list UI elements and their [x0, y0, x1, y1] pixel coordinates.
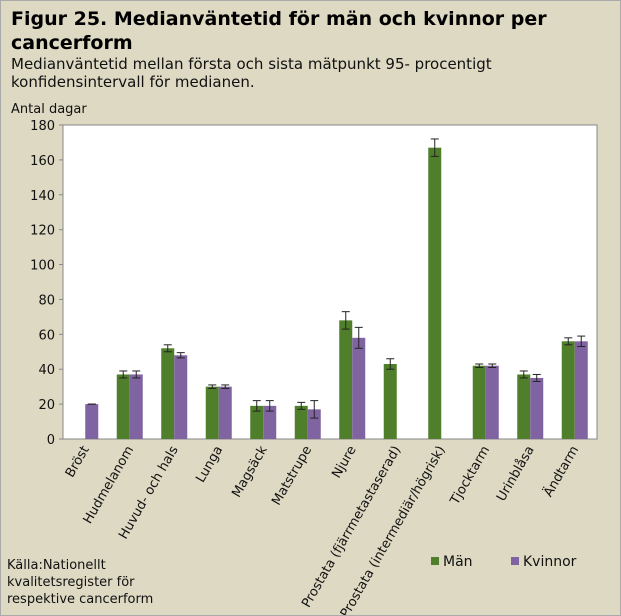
error-bar: [119, 370, 128, 379]
legend-swatch: [511, 557, 519, 565]
bar: [250, 405, 264, 439]
y-tick-label: 100: [30, 259, 55, 274]
bar: [428, 147, 442, 439]
bar: [574, 341, 588, 439]
x-tick-label: Lunga: [193, 444, 226, 486]
error-bar: [488, 363, 497, 368]
bar: [129, 374, 143, 439]
x-tick-label: Bröst: [63, 444, 93, 481]
error-bar: [132, 370, 141, 379]
legend-swatch: [431, 557, 439, 565]
y-tick-label: 160: [30, 154, 55, 169]
error-bar: [341, 311, 350, 330]
bar: [485, 365, 499, 439]
error-bar: [354, 326, 363, 349]
error-bar: [252, 400, 261, 412]
y-tick-label: 80: [38, 293, 55, 308]
error-bar: [163, 344, 172, 353]
error-bar: [430, 138, 439, 157]
bar: [263, 405, 277, 439]
chart-subtitle: Medianväntetid mellan första och sista m…: [11, 55, 492, 91]
error-bar: [208, 384, 217, 389]
x-tick-label: Urinblåsa: [494, 444, 538, 505]
bar: [339, 320, 353, 439]
source-note: Källa:Nationellt kvalitetsregister för r…: [7, 558, 154, 607]
x-tick-label: Tjocktarm: [447, 444, 493, 509]
y-tick-label: 140: [30, 189, 55, 204]
bar: [472, 365, 486, 439]
bar: [517, 374, 531, 439]
error-bar: [221, 384, 230, 389]
x-tick-label: Njure: [329, 444, 359, 481]
bar: [294, 405, 308, 439]
bar: [218, 386, 232, 439]
error-bar: [310, 400, 319, 419]
x-tick-label: Matstrupe: [269, 443, 315, 508]
y-tick-label: 40: [38, 363, 55, 378]
bar: [561, 341, 575, 439]
error-bar: [577, 335, 586, 348]
bar: [161, 348, 175, 439]
error-bar: [176, 352, 185, 359]
bar: [205, 386, 219, 439]
error-bar: [297, 401, 306, 410]
bar: [307, 409, 321, 439]
y-tick-label: 20: [38, 398, 55, 413]
legend-label: Män: [443, 554, 473, 570]
chart-title: Figur 25. Medianväntetid för män och kvi…: [11, 8, 547, 54]
error-bar: [475, 363, 484, 368]
y-axis-label: Antal dagar: [11, 102, 87, 117]
plot-area: [62, 124, 598, 440]
error-bar: [519, 370, 528, 379]
legend-label: Kvinnor: [523, 554, 577, 570]
bar: [352, 337, 366, 439]
x-tick-label: Magsäck: [229, 443, 271, 500]
bar: [383, 363, 397, 439]
y-tick-label: 120: [30, 224, 55, 239]
error-bar: [386, 358, 395, 370]
x-tick-label: Ändtarm: [540, 443, 582, 500]
bar: [174, 355, 188, 439]
y-tick-label: 60: [38, 328, 55, 343]
bar: [85, 404, 99, 439]
y-tick-label: 0: [47, 433, 55, 448]
bar: [530, 377, 544, 439]
error-bar: [265, 400, 274, 412]
bar: [116, 374, 130, 439]
y-tick-label: 180: [30, 119, 55, 134]
error-bar: [564, 337, 573, 346]
error-bar: [532, 373, 541, 382]
